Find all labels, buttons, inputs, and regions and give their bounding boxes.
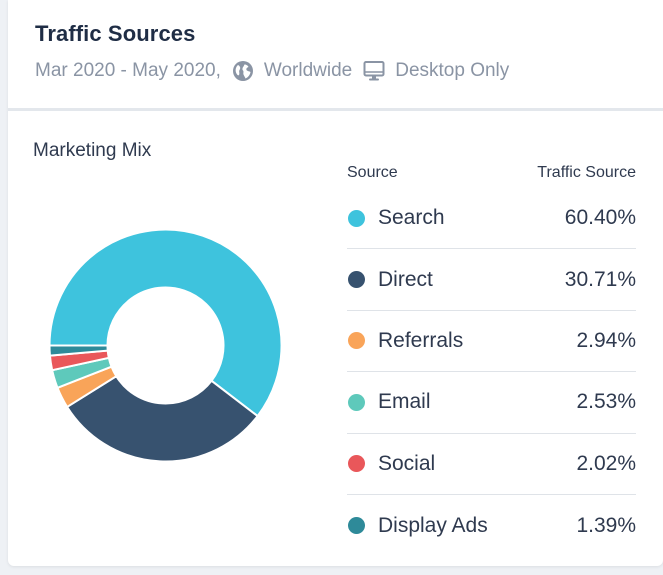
donut-slice-direct[interactable]	[65, 374, 259, 463]
region-label: Worldwide	[263, 60, 353, 81]
source-share: 1.39%	[576, 513, 636, 537]
table-header: Source Traffic Source	[347, 158, 636, 188]
table-row: Display Ads 1.39%	[347, 495, 636, 556]
column-source: Source	[347, 164, 398, 181]
source-share: 30.71%	[564, 267, 636, 291]
traffic-table: Source Traffic Source Search 60.40% Direct…	[347, 158, 636, 556]
device-label: Desktop Only	[395, 60, 510, 81]
source-name: Search	[378, 206, 445, 230]
row-source: Referrals	[347, 329, 463, 353]
source-share: 60.40%	[564, 206, 636, 230]
card-subtitle: Mar 2020 - May 2020, Worldwide Desktop O…	[35, 58, 509, 84]
marketing-mix-donut	[48, 228, 283, 463]
table-row: Direct 30.71%	[347, 249, 636, 311]
source-name: Referrals	[378, 328, 464, 352]
table-row: Social 2.02%	[347, 434, 636, 495]
source-share: 2.53%	[576, 390, 636, 414]
source-name: Social	[378, 451, 436, 475]
source-name: Display Ads	[378, 513, 488, 537]
legend-dot-display-ads	[348, 517, 365, 535]
source-name: Direct	[378, 267, 433, 291]
table-row: Search 60.40%	[347, 188, 636, 250]
row-source: Direct	[347, 268, 433, 292]
legend-dot-social	[348, 455, 365, 473]
globe-icon	[231, 59, 255, 83]
date-range: Mar 2020 - May 2020,	[35, 60, 221, 81]
traffic-sources-card: Traffic Sources Mar 2020 - May 2020, Wor…	[8, 0, 663, 566]
donut-slice-search[interactable]	[48, 228, 283, 418]
legend-dot-search	[348, 209, 365, 227]
row-source: Email	[347, 390, 431, 414]
desktop-icon	[362, 59, 386, 83]
card-header: Traffic Sources Mar 2020 - May 2020, Wor…	[8, 0, 663, 111]
source-name: Email	[378, 390, 431, 414]
legend-dot-referrals	[348, 332, 365, 350]
legend-dot-email	[348, 393, 365, 411]
row-source: Search	[347, 206, 445, 230]
source-share: 2.94%	[576, 328, 636, 352]
source-share: 2.02%	[576, 451, 636, 475]
legend-dot-direct	[348, 271, 365, 289]
column-traffic-source: Traffic Source	[537, 164, 636, 181]
chart-label: Marketing Mix	[33, 140, 152, 161]
table-row: Referrals 2.94%	[347, 311, 636, 373]
card-title: Traffic Sources	[35, 21, 196, 46]
row-source: Social	[347, 452, 435, 476]
donut-slice-display-ads[interactable]	[48, 344, 109, 357]
table-row: Email 2.53%	[347, 372, 636, 434]
table-body: Search 60.40% Direct 30.71% Referrals 2.94% Em…	[347, 188, 636, 556]
row-source: Display Ads	[347, 514, 488, 538]
